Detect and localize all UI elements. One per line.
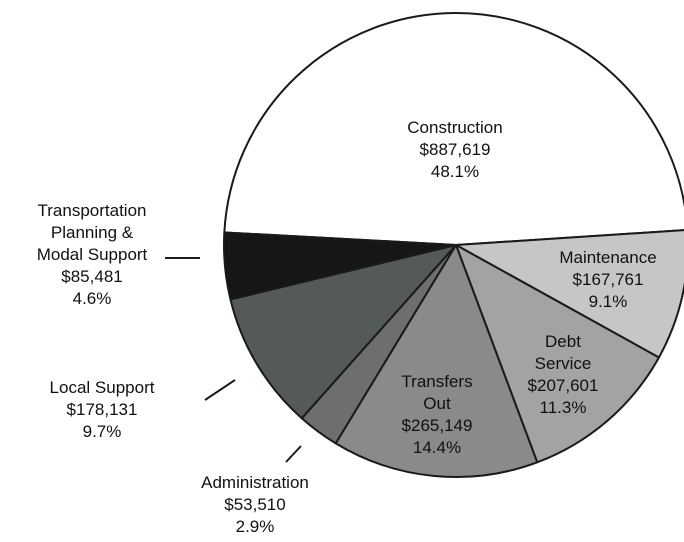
percent-label: 9.7% — [82, 422, 122, 441]
category-label: Transportation Planning & Modal Support — [36, 201, 148, 264]
slice-label: Maintenance $167,761 9.1% — [559, 247, 656, 313]
pie-slice — [223, 11, 684, 246]
category-label: Maintenance — [559, 248, 657, 267]
percent-label: 11.3% — [539, 398, 587, 417]
value-label: $265,149 — [401, 416, 473, 435]
value-label: $53,510 — [224, 495, 286, 514]
value-label: $167,761 — [572, 270, 644, 289]
pie-slice — [455, 244, 660, 464]
category-label: Administration — [201, 473, 309, 492]
pie-slice — [223, 231, 457, 301]
percent-label: 48.1% — [430, 162, 480, 181]
slice-label: Transportation Planning & Modal Support $… — [37, 200, 148, 310]
value-label: $178,131 — [66, 400, 138, 419]
pie-slice — [334, 244, 539, 478]
category-label: Local Support — [49, 378, 155, 397]
leader-line — [285, 445, 302, 463]
slice-label: Transfers Out $265,149 14.4% — [401, 371, 472, 459]
slice-label: Construction $887,619 48.1% — [407, 117, 502, 183]
value-label: $887,619 — [419, 140, 491, 159]
slice-label: Administration $53,510 2.9% — [201, 472, 309, 538]
percent-label: 9.1% — [588, 292, 628, 311]
value-label: $207,601 — [527, 376, 599, 395]
pie-slice — [229, 244, 457, 420]
leader-line — [204, 379, 236, 401]
slice-label: Debt Service $207,601 11.3% — [528, 331, 599, 419]
category-label: Debt Service — [534, 332, 592, 373]
value-label: $85,481 — [61, 267, 123, 286]
percent-label: 4.6% — [72, 289, 112, 308]
category-label: Transfers Out — [401, 372, 473, 413]
percent-label: 14.4% — [412, 438, 462, 457]
percent-label: 2.9% — [235, 517, 275, 536]
slice-label: Local Support $178,131 9.7% — [50, 377, 155, 443]
pie-slice — [455, 229, 684, 359]
category-label: Construction — [407, 118, 503, 137]
